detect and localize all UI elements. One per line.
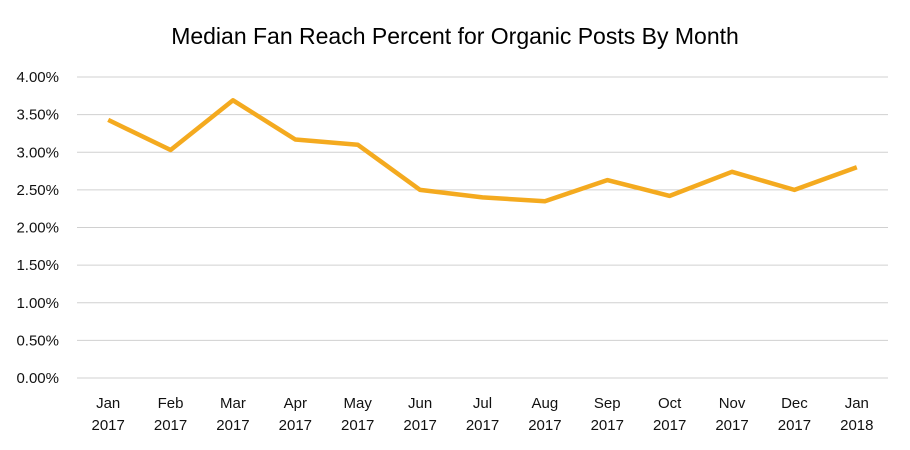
x-tick-label-year: 2017 xyxy=(715,417,748,434)
x-tick-label-month: Nov xyxy=(719,395,746,412)
y-tick-label: 4.00% xyxy=(16,69,59,86)
x-tick-label-month: Mar xyxy=(220,395,246,412)
x-tick-label-month: Jun xyxy=(408,395,432,412)
x-tick-label-year: 2017 xyxy=(279,417,312,434)
x-tick-label-month: Oct xyxy=(658,395,682,412)
series-group xyxy=(107,98,858,204)
x-tick-label-month: Aug xyxy=(532,395,559,412)
x-tick-label-year: 2017 xyxy=(341,417,374,434)
x-tick-label-year: 2017 xyxy=(653,417,686,434)
x-tick-label-year: 2017 xyxy=(528,417,561,434)
x-tick-label-month: Dec xyxy=(781,395,808,412)
x-tick-label-month: Jul xyxy=(473,395,492,412)
x-tick-label-year: 2017 xyxy=(154,417,187,434)
y-tick-label: 2.00% xyxy=(16,220,59,237)
x-axis-tick-labels: Jan 2017 Feb 2017 Mar 2017 Apr 2017 May 2017 Jun 20… xyxy=(92,395,874,434)
x-tick-label-year: 2017 xyxy=(216,417,249,434)
x-tick-label-year: 2017 xyxy=(466,417,499,434)
y-tick-label: 0.50% xyxy=(16,332,59,349)
y-tick-label: 1.50% xyxy=(16,257,59,274)
x-tick-label-year: 2017 xyxy=(591,417,624,434)
x-tick-label-month: Apr xyxy=(284,395,307,412)
x-tick-label-year: 2017 xyxy=(778,417,811,434)
x-tick-label-year: 2018 xyxy=(840,417,873,434)
y-tick-label: 2.50% xyxy=(16,182,59,199)
x-tick-label-month: May xyxy=(344,395,373,412)
y-axis-tick-labels: 0.00% 0.50% 1.00% 1.50% 2.00% 2.50% 3.00% 3.50%… xyxy=(16,69,59,387)
y-tick-label: 3.00% xyxy=(16,144,59,161)
y-tick-label: 1.00% xyxy=(16,295,59,312)
y-tick-label: 0.00% xyxy=(16,370,59,387)
x-tick-label-year: 2017 xyxy=(403,417,436,434)
y-tick-label: 3.50% xyxy=(16,107,59,124)
x-tick-label-month: Jan xyxy=(845,395,869,412)
x-tick-label-month: Jan xyxy=(96,395,120,412)
chart-title: Median Fan Reach Percent for Organic Pos… xyxy=(171,23,739,49)
x-tick-label-month: Sep xyxy=(594,395,621,412)
x-tick-label-year: 2017 xyxy=(92,417,125,434)
gridlines xyxy=(77,76,888,379)
x-tick-label-month: Feb xyxy=(158,395,184,412)
series-line xyxy=(107,98,858,204)
